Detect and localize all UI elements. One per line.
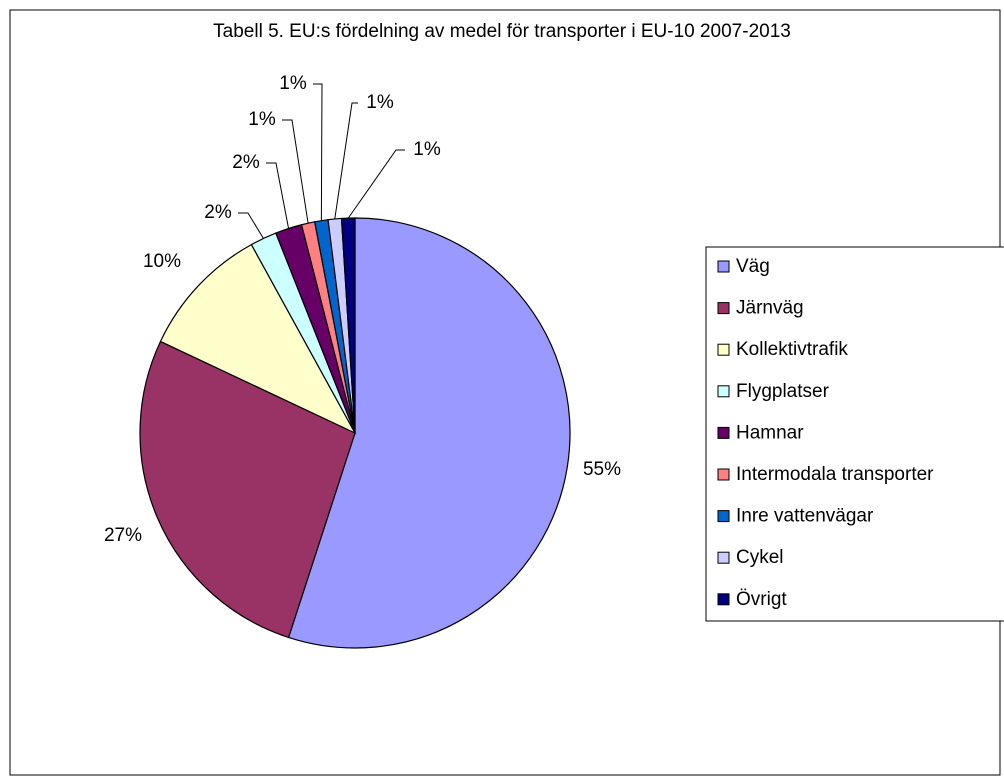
legend-label: Flygplatser [736, 381, 830, 402]
leader-line [266, 162, 290, 229]
data-label: 1% [366, 92, 394, 113]
legend-swatch [717, 593, 730, 606]
leader-line [313, 83, 323, 221]
pie-slice [159, 243, 357, 435]
data-label: 1% [248, 109, 276, 130]
leader-line [334, 102, 358, 220]
pie-slice [139, 340, 356, 639]
data-label: 27% [104, 525, 142, 546]
legend-swatch [717, 385, 730, 398]
data-label: 1% [279, 73, 307, 94]
legend-label: Cykel [736, 547, 784, 568]
data-label: 2% [204, 202, 232, 223]
legend-label: Hamnar [736, 422, 804, 443]
legend-label: Kollektivtrafik [736, 339, 848, 360]
legend-swatch [717, 468, 730, 481]
data-label: 2% [232, 152, 260, 173]
data-label: 55% [583, 459, 621, 480]
legend-label: Övrigt [736, 589, 787, 610]
legend-swatch [717, 510, 730, 523]
legend-label: Intermodala transporter [736, 464, 934, 485]
legend-label: Väg [736, 256, 770, 277]
legend-swatch [717, 343, 730, 356]
legend-swatch [717, 551, 730, 564]
legend-swatch [717, 260, 730, 273]
legend-label: Järnväg [736, 298, 804, 319]
data-label: 10% [143, 251, 181, 272]
legend-swatch [717, 302, 730, 315]
legend-box [705, 246, 1004, 622]
data-label: 1% [413, 139, 441, 160]
chart-title: Tabell 5. EU:s fördelning av medel för t… [213, 21, 791, 42]
legend-label: Inre vattenvägar [736, 506, 874, 527]
pie-slice [287, 217, 571, 649]
leader-line [347, 149, 405, 219]
leader-line [238, 212, 264, 239]
leader-line [282, 119, 309, 224]
legend-swatch [717, 426, 730, 439]
